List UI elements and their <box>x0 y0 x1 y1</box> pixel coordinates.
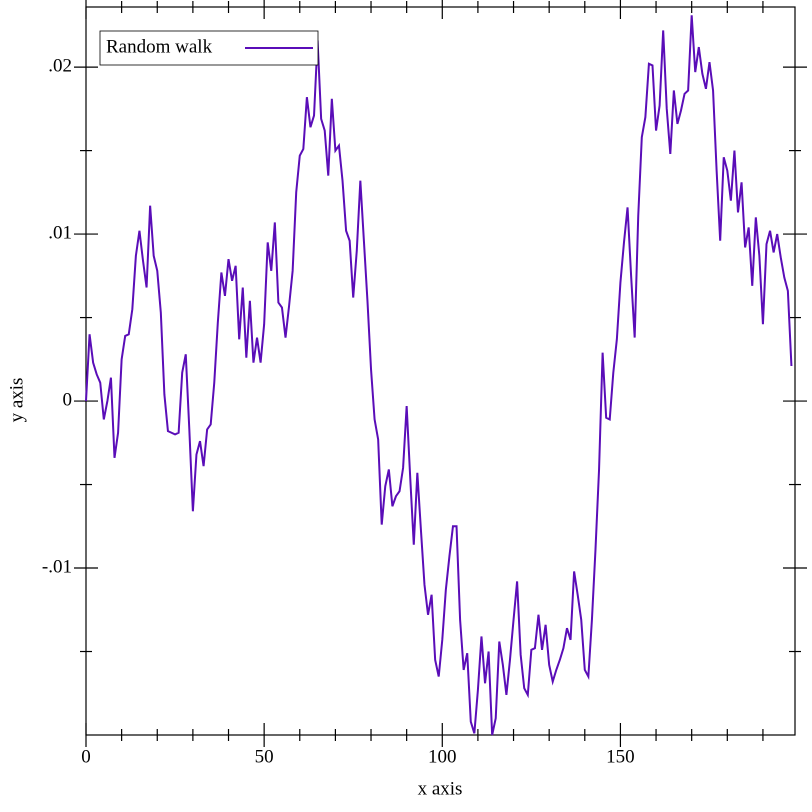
y-tick-label: .01 <box>48 222 72 243</box>
x-tick-label: 100 <box>428 746 457 767</box>
x-tick-label: 150 <box>606 746 635 767</box>
y-tick-label: -.01 <box>42 556 72 577</box>
line-series <box>85 15 793 736</box>
plot-frame <box>85 6 796 736</box>
legend-label: Random walk <box>106 36 213 57</box>
x-axis-label: x axis <box>418 778 463 799</box>
y-tick-label: 0 <box>63 389 73 410</box>
x-tick-label: 50 <box>255 746 274 767</box>
y-tick-label: .02 <box>48 55 72 76</box>
x-tick-label: 0 <box>81 746 91 767</box>
y-axis-label: y axis <box>6 378 27 423</box>
